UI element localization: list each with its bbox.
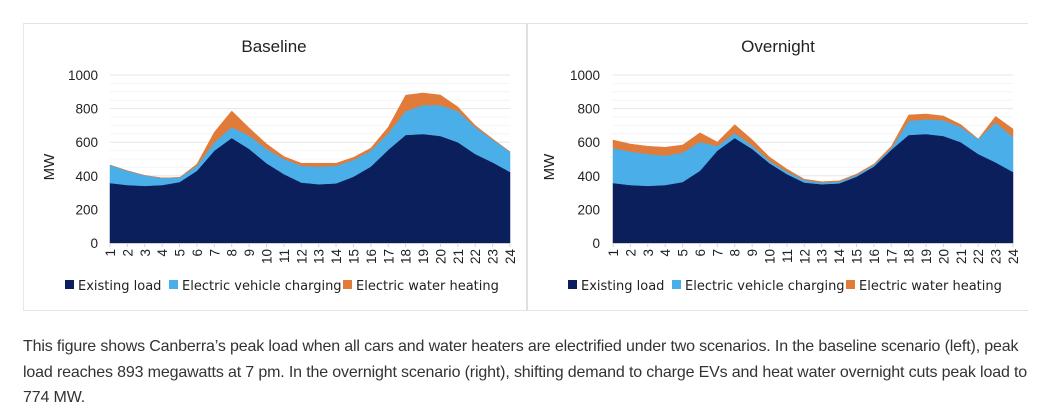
baseline-chart-panel: Baseline 0 200 400 600 800 1000 MW 1 2 3 4 5 6 7 8 9 10 11… (23, 23, 527, 311)
y-tick-label: 0 (90, 236, 98, 251)
x-tick-label: 24 (1006, 249, 1021, 265)
legend-swatch-electric-vehicle-charging (169, 280, 178, 289)
y-axis-label: MW (541, 153, 558, 180)
x-tick-label: 14 (832, 249, 847, 265)
figure-caption: This figure shows Canberra’s peak load w… (23, 338, 1028, 406)
y-tick-label: 200 (75, 202, 98, 217)
y-tick-label: 800 (577, 102, 600, 117)
x-tick-label: 7 (207, 249, 222, 257)
x-tick-label: 1 (606, 249, 621, 257)
x-tick-label: 8 (728, 249, 743, 257)
legend: Existing load Electric vehicle charging El… (65, 279, 499, 294)
legend-label-electric-water-heating: Electric water heating (356, 279, 499, 294)
x-tick-label: 3 (641, 249, 656, 257)
area-electric-water-heating (612, 113, 1014, 183)
legend-label-electric-water-heating: Electric water heating (859, 279, 1002, 294)
x-tick-label: 17 (884, 249, 899, 264)
x-tick-label: 19 (416, 249, 431, 264)
x-tick-label: 4 (658, 249, 673, 257)
chart-title: Overnight (741, 37, 815, 56)
x-tick-label: 16 (364, 249, 379, 264)
x-tick-label: 6 (693, 249, 708, 257)
chart-title: Baseline (241, 37, 306, 56)
x-tick-label: 13 (312, 249, 327, 264)
x-tick-label: 16 (867, 249, 882, 264)
legend-swatch-existing-load (568, 280, 577, 289)
x-tick-label: 20 (433, 249, 448, 264)
x-tick-label: 22 (468, 249, 483, 264)
y-tick-label: 0 (592, 236, 600, 251)
legend-swatch-electric-water-heating (343, 280, 352, 289)
x-tick-label: 11 (277, 249, 292, 263)
y-tick-label: 600 (75, 135, 98, 150)
y-tick-label: 400 (75, 169, 98, 184)
x-tick-label: 9 (745, 249, 760, 257)
x-tick-label: 10 (763, 249, 778, 264)
y-tick-label: 400 (577, 169, 600, 184)
area-electric-water-heating (109, 92, 511, 179)
legend: Existing load Electric vehicle charging El… (568, 279, 1002, 294)
x-tick-label: 2 (623, 249, 638, 257)
legend-swatch-electric-water-heating (846, 280, 855, 289)
x-tick-label: 24 (503, 249, 518, 265)
y-tick-label: 1000 (570, 68, 600, 83)
y-tick-label: 800 (75, 102, 98, 117)
legend-label-electric-vehicle-charging: Electric vehicle charging (685, 279, 845, 294)
x-tick-label: 11 (780, 249, 795, 263)
x-tick-label: 18 (902, 249, 917, 264)
x-tick-label: 13 (815, 249, 830, 264)
x-tick-label: 5 (676, 249, 691, 257)
x-tick-label: 8 (225, 249, 240, 257)
x-tick-label: 2 (120, 249, 135, 257)
x-tick-label: 3 (138, 249, 153, 257)
x-tick-label: 12 (294, 249, 309, 264)
legend-label-existing-load: Existing load (581, 279, 664, 294)
x-tick-label: 20 (936, 249, 951, 264)
x-tick-label: 18 (399, 249, 414, 264)
y-tick-label: 600 (577, 135, 600, 150)
x-tick-label: 22 (971, 249, 986, 264)
x-tick-label: 21 (954, 249, 969, 264)
x-tick-label: 10 (260, 249, 275, 264)
overnight-chart-panel: Overnight 0 200 400 600 800 1000 MW 1 2 3 4 5 6 7 8 9 10 1… (527, 23, 1028, 311)
legend-swatch-existing-load (65, 280, 74, 289)
legend-swatch-electric-vehicle-charging (672, 280, 681, 289)
x-tick-label: 19 (919, 249, 934, 264)
x-tick-label: 5 (173, 249, 188, 257)
x-tick-label: 14 (329, 249, 344, 265)
x-tick-label: 17 (381, 249, 396, 264)
y-tick-label: 1000 (68, 68, 98, 83)
x-tick-label: 15 (346, 249, 361, 264)
x-tick-label: 12 (797, 249, 812, 264)
legend-label-existing-load: Existing load (78, 279, 161, 294)
x-tick-label: 15 (849, 249, 864, 264)
y-axis-label: MW (41, 153, 58, 180)
x-tick-label: 23 (486, 249, 501, 264)
x-tick-label: 1 (103, 249, 118, 257)
x-tick-label: 6 (190, 249, 205, 257)
x-tick-label: 9 (242, 249, 257, 257)
x-tick-label: 23 (989, 249, 1004, 264)
x-tick-label: 4 (155, 249, 170, 257)
y-tick-label: 200 (577, 202, 600, 217)
x-tick-label: 21 (451, 249, 466, 264)
legend-label-electric-vehicle-charging: Electric vehicle charging (182, 279, 342, 294)
x-tick-label: 7 (710, 249, 725, 257)
